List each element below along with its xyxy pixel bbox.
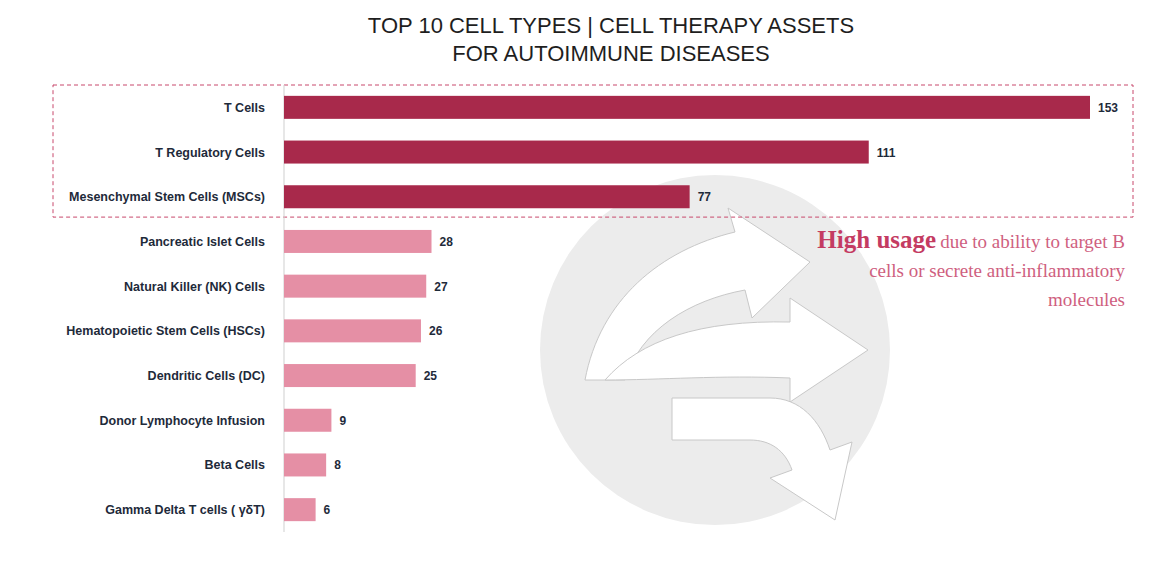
bar <box>284 409 331 432</box>
data-label: 77 <box>698 190 712 204</box>
data-label: 6 <box>324 503 331 517</box>
bar <box>284 364 416 387</box>
annotation: High usage due to ability to target B ce… <box>795 226 1125 315</box>
chart: T Cells 153 T Regulatory Cells 111 Mesenchym… <box>0 0 1176 570</box>
data-label: 26 <box>429 324 443 338</box>
annotation-emphasis: High usage <box>817 226 936 253</box>
bar <box>284 275 426 298</box>
category-label: Gamma Delta T cells ( γδT) <box>105 503 265 517</box>
bar <box>284 185 690 208</box>
bars <box>284 96 1090 521</box>
arrow-icon <box>605 298 868 402</box>
data-label: 9 <box>339 414 346 428</box>
arrow-icon <box>672 398 852 520</box>
category-label: T Regulatory Cells <box>155 146 265 160</box>
data-label: 8 <box>334 458 341 472</box>
bar <box>284 141 869 164</box>
data-label: 27 <box>434 280 448 294</box>
category-label: Hematopoietic Stem Cells (HSCs) <box>66 324 265 338</box>
bar <box>284 319 421 342</box>
bar <box>284 96 1090 119</box>
category-label: Beta Cells <box>205 458 265 472</box>
data-label: 153 <box>1098 101 1118 115</box>
category-label: Mesenchymal Stem Cells (MSCs) <box>69 190 265 204</box>
data-label: 28 <box>440 235 454 249</box>
bar <box>284 230 432 253</box>
category-label: T Cells <box>224 101 265 115</box>
category-label: Pancreatic Islet Cells <box>140 235 265 249</box>
category-label: Dendritic Cells (DC) <box>148 369 265 383</box>
bar <box>284 498 316 521</box>
data-label: 111 <box>877 146 896 160</box>
category-label: Natural Killer (NK) Cells <box>124 280 265 294</box>
data-label: 25 <box>424 369 438 383</box>
highlight-box <box>53 85 1133 217</box>
bar <box>284 453 326 476</box>
labels: T Cells 153 T Regulatory Cells 111 Mesenchym… <box>66 101 1118 517</box>
chart-title: TOP 10 CELL TYPES | CELL THERAPY ASSETS … <box>351 12 871 68</box>
category-label: Donor Lymphocyte Infusion <box>99 414 265 428</box>
